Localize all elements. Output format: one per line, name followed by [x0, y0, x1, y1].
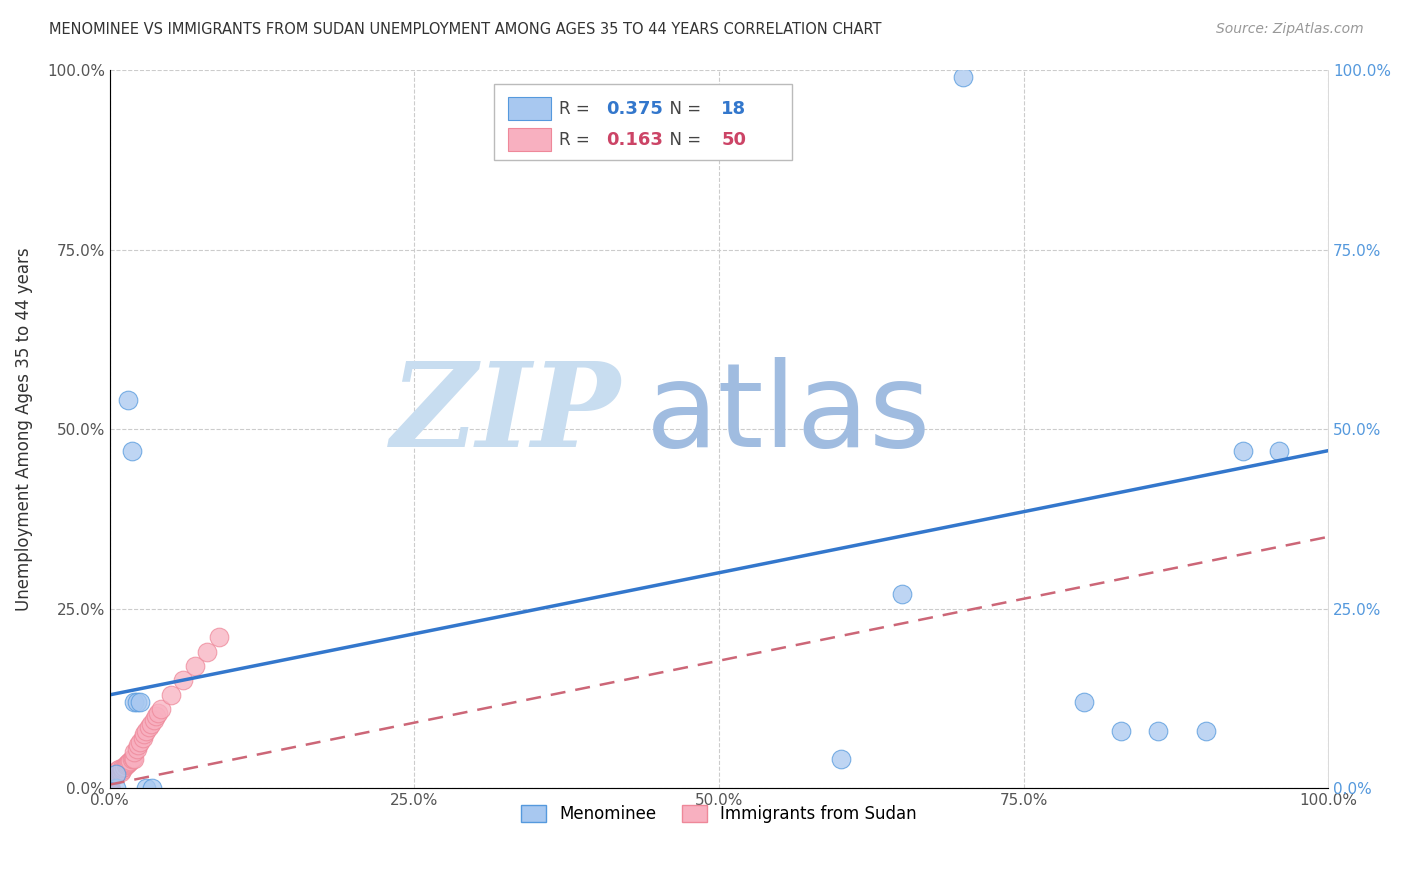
Point: [98, 781, 121, 796]
Point: [208, 631, 231, 645]
Point: [117, 756, 139, 770]
Point: [148, 706, 170, 720]
Point: [104, 781, 127, 796]
Point: [117, 393, 139, 408]
Point: [98, 768, 121, 782]
Point: [118, 755, 141, 769]
Point: [141, 781, 163, 796]
Text: 0.375: 0.375: [606, 100, 662, 118]
Point: [122, 695, 145, 709]
Point: [103, 769, 125, 783]
Text: R =: R =: [560, 100, 595, 118]
Point: [121, 443, 143, 458]
Point: [122, 745, 145, 759]
Point: [952, 70, 974, 85]
Point: [98, 778, 121, 792]
Point: [1073, 695, 1095, 709]
Point: [104, 767, 127, 781]
Point: [890, 587, 912, 601]
Point: [98, 781, 121, 796]
Point: [122, 752, 145, 766]
Point: [114, 758, 136, 772]
Point: [141, 716, 163, 731]
Point: [105, 764, 128, 778]
Point: [1268, 443, 1291, 458]
Point: [135, 723, 157, 738]
Point: [104, 765, 127, 780]
Text: N =: N =: [659, 131, 707, 149]
Point: [125, 741, 148, 756]
Point: [98, 781, 121, 796]
Point: [184, 659, 207, 673]
Text: 0.163: 0.163: [606, 131, 662, 149]
Point: [125, 695, 148, 709]
Point: [1232, 443, 1254, 458]
Point: [142, 713, 165, 727]
Point: [98, 771, 121, 785]
Text: Source: ZipAtlas.com: Source: ZipAtlas.com: [1216, 22, 1364, 37]
Point: [121, 752, 143, 766]
Point: [98, 775, 121, 789]
Point: [111, 763, 134, 777]
Point: [172, 673, 194, 688]
Point: [98, 781, 121, 796]
Legend: Menominee, Immigrants from Sudan: Menominee, Immigrants from Sudan: [515, 798, 924, 830]
Point: [149, 702, 172, 716]
Point: [98, 774, 121, 789]
Point: [159, 688, 181, 702]
Point: [129, 695, 152, 709]
Text: N =: N =: [659, 100, 707, 118]
Point: [1109, 723, 1132, 738]
Point: [112, 759, 135, 773]
Text: atlas: atlas: [645, 358, 931, 472]
Point: [111, 761, 134, 775]
FancyBboxPatch shape: [508, 128, 551, 152]
Point: [98, 767, 121, 781]
Point: [104, 767, 127, 781]
Point: [138, 720, 160, 734]
Point: [122, 751, 145, 765]
Point: [107, 763, 129, 777]
FancyBboxPatch shape: [494, 85, 792, 160]
Text: ZIP: ZIP: [391, 358, 621, 472]
Text: 50: 50: [721, 131, 747, 149]
Point: [104, 767, 127, 781]
Text: 18: 18: [721, 100, 747, 118]
Point: [98, 772, 121, 787]
Point: [108, 762, 131, 776]
Point: [135, 781, 157, 796]
Point: [145, 709, 167, 723]
FancyBboxPatch shape: [508, 97, 551, 120]
Point: [101, 771, 124, 785]
Point: [131, 731, 153, 745]
Point: [132, 727, 155, 741]
Point: [1146, 723, 1168, 738]
Point: [115, 757, 138, 772]
Y-axis label: Unemployment Among Ages 35 to 44 years: Unemployment Among Ages 35 to 44 years: [15, 247, 32, 611]
Text: MENOMINEE VS IMMIGRANTS FROM SUDAN UNEMPLOYMENT AMONG AGES 35 TO 44 YEARS CORREL: MENOMINEE VS IMMIGRANTS FROM SUDAN UNEMP…: [49, 22, 882, 37]
Point: [98, 781, 121, 796]
Point: [1195, 723, 1218, 738]
Point: [830, 752, 852, 766]
Text: R =: R =: [560, 131, 595, 149]
Point: [110, 765, 132, 780]
Point: [120, 754, 142, 768]
Point: [127, 738, 149, 752]
Point: [195, 645, 218, 659]
Point: [129, 734, 152, 748]
